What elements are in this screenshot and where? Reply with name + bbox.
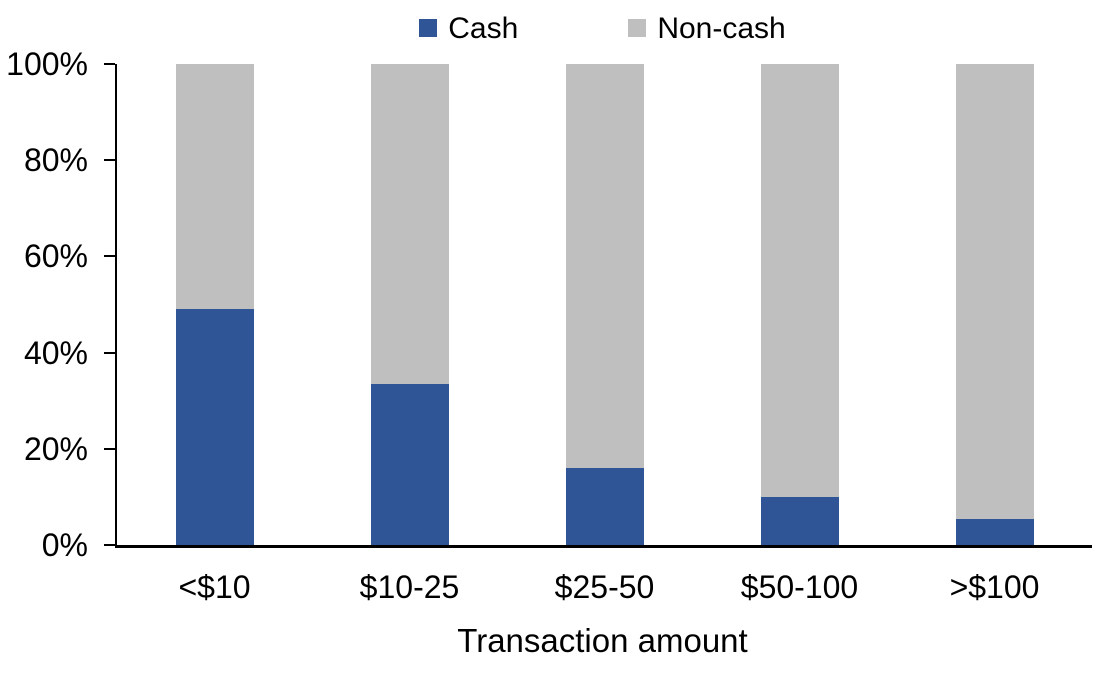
bar-segment-non-cash: [565, 64, 644, 469]
y-tick-label: 60%: [23, 238, 88, 275]
x-axis-title: Transaction amount: [457, 622, 748, 659]
y-tick-mark: [104, 255, 115, 258]
x-tick-label: $25-50: [554, 569, 655, 605]
y-tick-label: 20%: [23, 430, 88, 467]
y-tick-mark: [104, 63, 115, 65]
bar-slot: <$10: [117, 64, 312, 605]
y-tick-label: 0%: [41, 527, 88, 563]
bar-slot: >$100: [897, 64, 1092, 605]
x-tick-label: >$100: [949, 569, 1040, 605]
legend-item-cash: Cash: [419, 12, 518, 45]
bar-segment-cash: [370, 383, 449, 545]
x-tick-label: $10-25: [359, 569, 460, 605]
bar-segment-non-cash: [955, 64, 1034, 519]
bar-segment-non-cash: [175, 64, 254, 310]
y-tick-mark: [104, 544, 115, 546]
x-tick-label: <$10: [178, 569, 251, 605]
legend-item-non-cash: Non-cash: [628, 11, 786, 45]
chart-legend: Cash Non-cash: [115, 8, 1090, 48]
bar-segment-cash: [565, 468, 644, 545]
y-tick-mark: [104, 351, 115, 354]
non-cash-legend-label: Non-cash: [657, 11, 786, 45]
y-tick-mark: [104, 447, 115, 450]
y-tick-label: 100%: [6, 46, 88, 82]
bar-segment-non-cash: [370, 64, 449, 384]
stacked-bar: [955, 64, 1034, 545]
bar-segment-cash: [955, 518, 1034, 545]
bar-slot: $25-50: [507, 64, 702, 605]
stacked-bar: [565, 64, 644, 545]
bar-slot: $50-100: [702, 64, 897, 605]
bar-segment-cash: [175, 309, 254, 545]
y-tick-mark: [104, 159, 115, 162]
stacked-bar: [370, 64, 449, 545]
x-tick-label: $50-100: [740, 569, 859, 605]
bar-slot: $10-25: [312, 64, 507, 605]
y-tick-label: 40%: [23, 334, 88, 371]
plot-area: <$10 $10-25 $25-50 $50-100 >$100: [115, 64, 1092, 605]
stacked-bar: [760, 64, 839, 545]
stacked-bar: [175, 64, 254, 545]
non-cash-swatch-icon: [628, 19, 647, 37]
y-tick-label: 80%: [23, 142, 88, 179]
bar-segment-non-cash: [760, 64, 839, 497]
cash-swatch-icon: [419, 19, 438, 37]
bar-segment-cash: [760, 496, 839, 545]
y-axis: 0% 20% 40% 60% 80% 100%: [0, 48, 115, 561]
cash-legend-label: Cash: [448, 11, 519, 45]
